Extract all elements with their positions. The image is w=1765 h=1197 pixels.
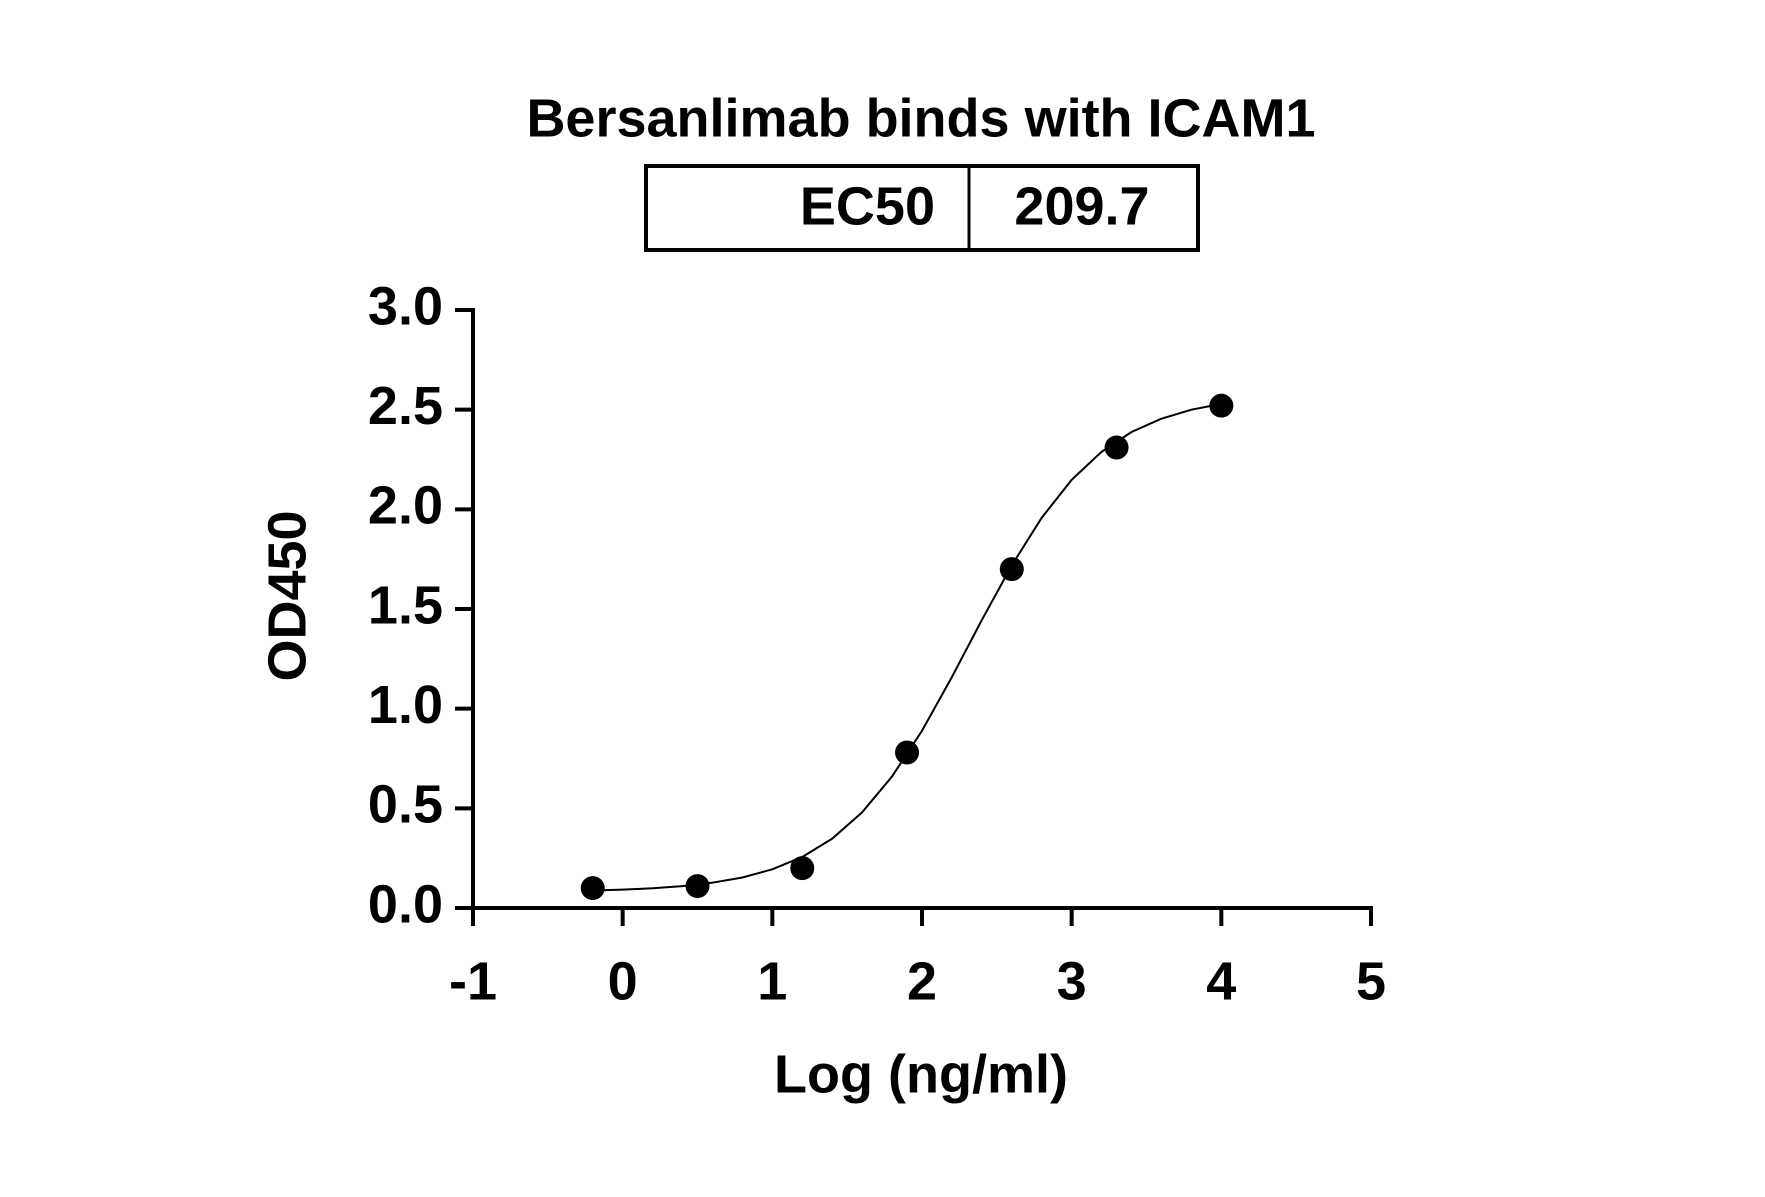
ec50-label: EC50	[800, 176, 935, 236]
x-tick-label: 3	[1057, 951, 1087, 1011]
x-tick-label: -1	[449, 951, 497, 1011]
x-tick-label: 0	[608, 951, 638, 1011]
x-axis-label: Log (ng/ml)	[774, 1044, 1068, 1104]
data-point	[685, 874, 710, 899]
y-tick-label: 1.0	[368, 675, 443, 735]
data-point	[1104, 435, 1129, 460]
x-tick-label: 5	[1356, 951, 1386, 1011]
data-point	[1209, 393, 1234, 418]
data-point	[999, 557, 1024, 582]
y-tick-label: 2.5	[368, 376, 443, 436]
x-tick-label: 4	[1206, 951, 1236, 1011]
x-tick-label: 1	[757, 951, 787, 1011]
data-point	[895, 740, 920, 765]
ec50-box	[644, 164, 1200, 252]
y-tick-label: 2.0	[368, 476, 443, 536]
data-point	[790, 856, 815, 881]
ec50-value: 209.7	[1014, 176, 1149, 236]
y-tick-label: 3.0	[368, 276, 443, 336]
data-point	[580, 876, 605, 901]
chart-title: Bersanlimab binds with ICAM1	[526, 88, 1315, 148]
y-tick-label: 0.0	[368, 874, 443, 934]
y-tick-label: 0.5	[368, 775, 443, 835]
x-tick-label: 2	[907, 951, 937, 1011]
y-axis-label: OD450	[257, 510, 317, 681]
y-tick-label: 1.5	[368, 575, 443, 635]
